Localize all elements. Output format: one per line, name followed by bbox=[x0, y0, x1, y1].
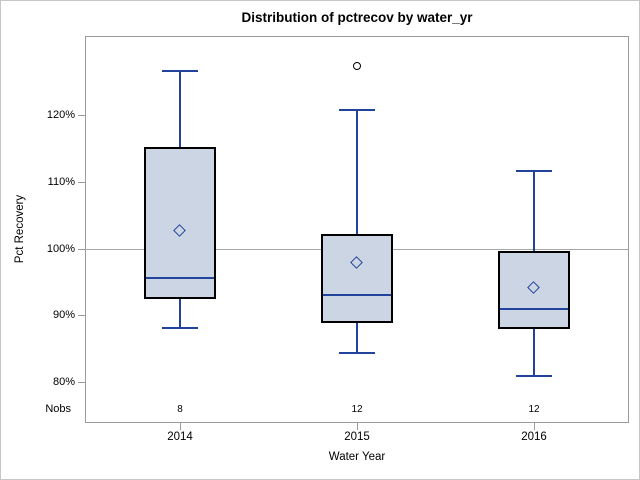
whisker-cap-bottom bbox=[516, 375, 552, 378]
whisker-cap-top bbox=[339, 108, 375, 111]
median-line bbox=[146, 276, 214, 279]
whisker-cap-bottom bbox=[339, 351, 375, 354]
y-tick-label: 90% bbox=[52, 309, 75, 322]
x-tick-label: 2016 bbox=[521, 431, 547, 443]
whisker-cap-top bbox=[516, 170, 552, 173]
y-tick-label: 80% bbox=[52, 375, 75, 388]
y-tick-label: 120% bbox=[46, 109, 75, 122]
whisker-stem-bottom bbox=[356, 322, 358, 353]
nobs-value: 12 bbox=[528, 404, 540, 415]
chart-title: Distribution of pctrecov by water_yr bbox=[241, 10, 473, 25]
box-iqr-rect bbox=[321, 233, 393, 323]
y-tick-mark bbox=[78, 248, 85, 250]
x-tick-mark bbox=[179, 423, 181, 430]
y-tick-mark bbox=[78, 115, 85, 117]
y-tick-mark bbox=[78, 315, 85, 317]
whisker-cap-top bbox=[162, 70, 198, 73]
median-line bbox=[323, 293, 391, 296]
y-tick-mark bbox=[78, 181, 85, 183]
y-tick-label: 110% bbox=[47, 175, 75, 188]
x-tick-mark bbox=[356, 423, 358, 430]
whisker-stem-bottom bbox=[533, 328, 535, 377]
nobs-value: 12 bbox=[351, 404, 363, 415]
nobs-value: 8 bbox=[177, 404, 183, 415]
whisker-stem-top bbox=[356, 109, 358, 234]
whisker-stem-top bbox=[533, 171, 535, 251]
box-iqr-rect bbox=[498, 250, 570, 329]
median-line bbox=[500, 307, 568, 310]
x-tick-label: 2015 bbox=[344, 431, 370, 443]
x-tick-label: 2014 bbox=[167, 431, 193, 443]
nobs-row-label: Nobs bbox=[45, 403, 71, 415]
y-tick-label: 100% bbox=[46, 242, 75, 255]
x-axis-title: Water Year bbox=[328, 451, 386, 463]
x-tick-mark bbox=[533, 423, 535, 430]
plot-area-frame bbox=[85, 36, 629, 423]
whisker-stem-bottom bbox=[179, 298, 181, 329]
y-tick-mark bbox=[78, 381, 85, 383]
box-iqr-rect bbox=[144, 147, 216, 299]
whisker-stem-top bbox=[179, 71, 181, 148]
outlier-point bbox=[353, 61, 361, 70]
whisker-cap-bottom bbox=[162, 327, 198, 330]
